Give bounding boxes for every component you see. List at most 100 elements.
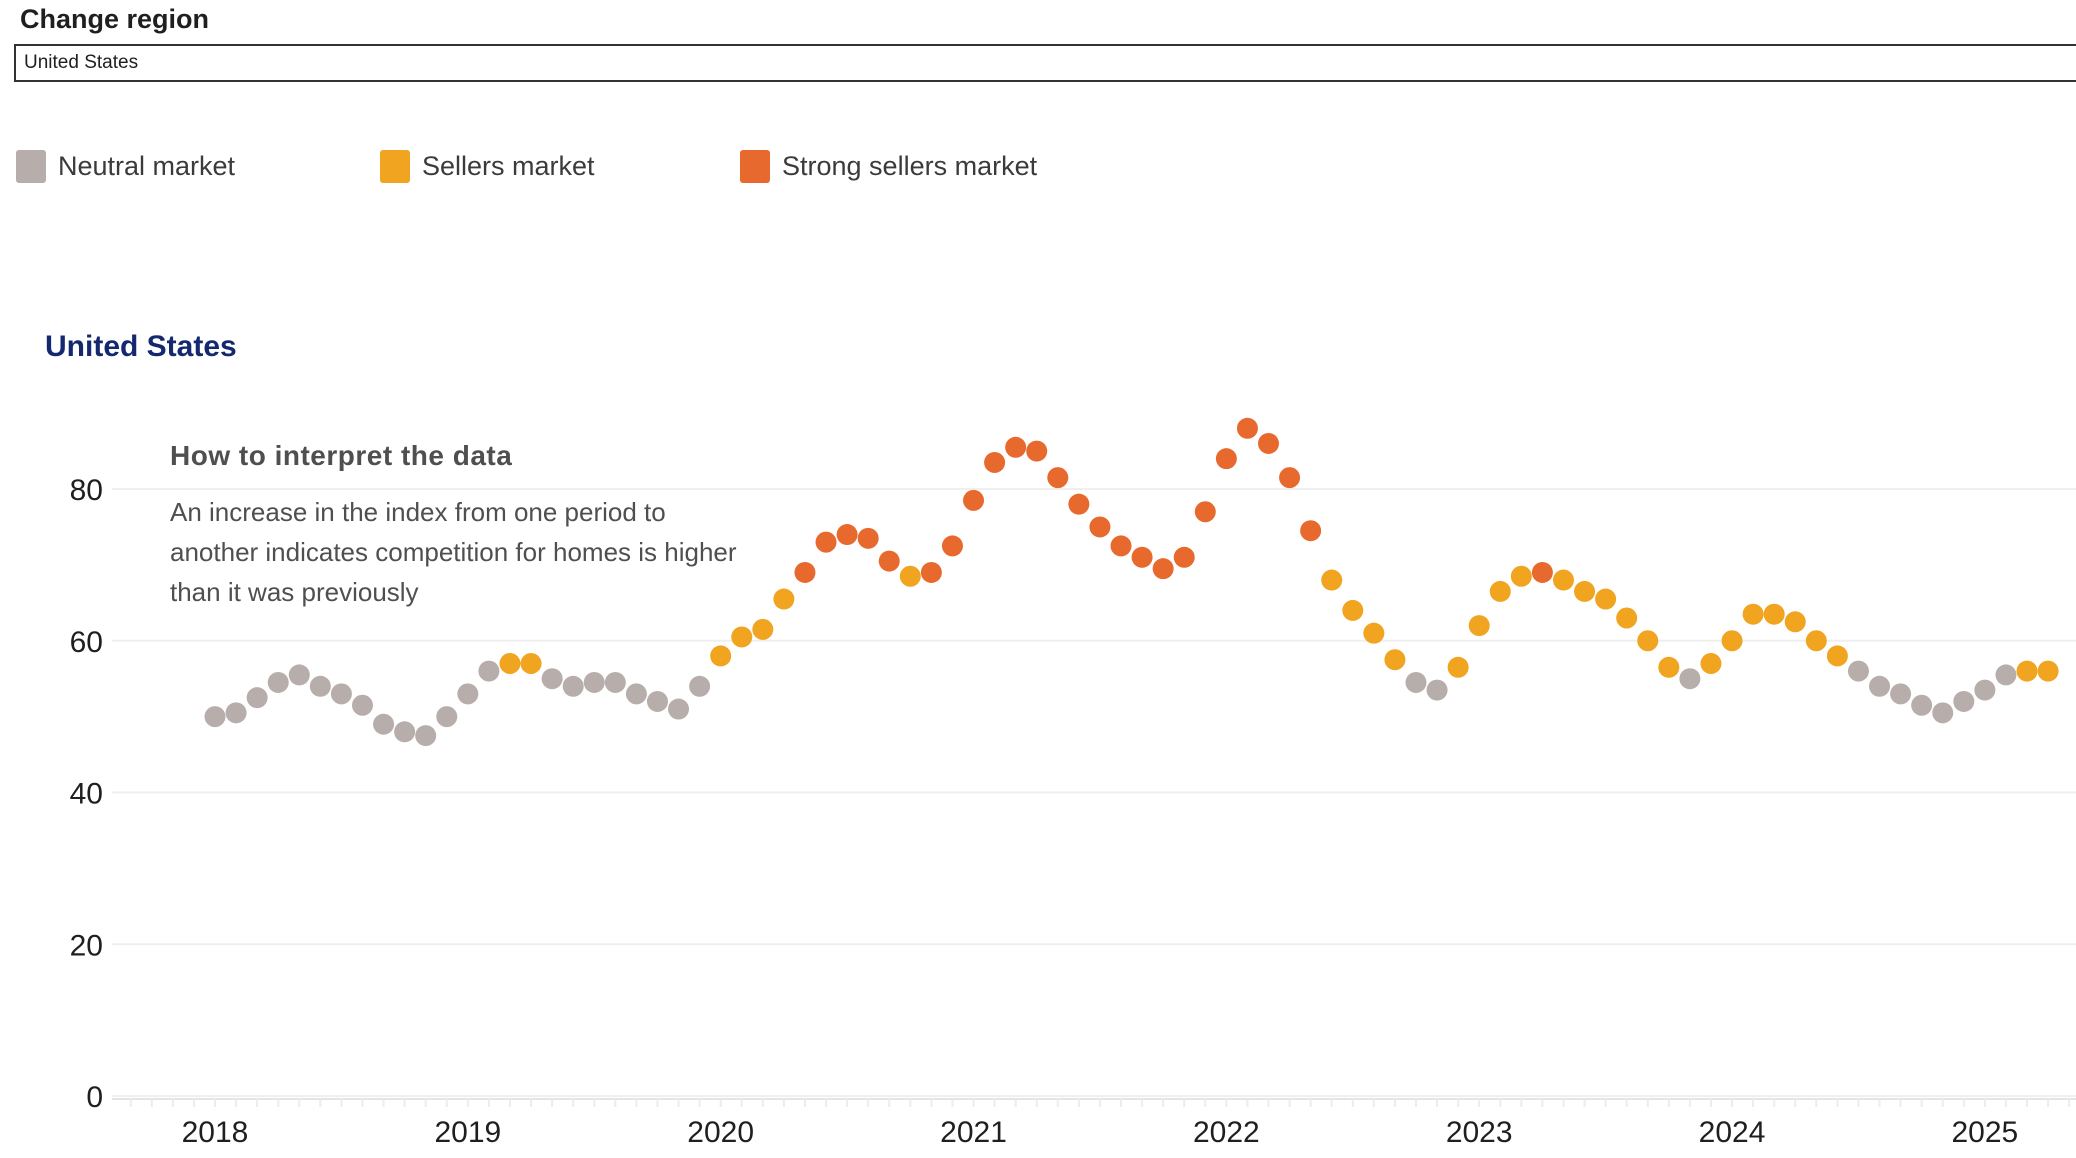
data-point [710,645,732,667]
data-point [541,668,563,690]
data-point [1321,569,1343,591]
data-point [1805,630,1827,652]
region-input[interactable] [14,44,2076,82]
data-point [984,451,1006,473]
data-point [1552,569,1574,591]
y-tick-label: 0 [86,1081,103,1114]
data-point [2016,660,2038,682]
legend-swatch [740,150,770,183]
data-point [225,702,247,724]
data-point [1215,448,1237,470]
y-tick-label: 60 [70,626,103,659]
legend-label: Strong sellers market [782,151,1038,181]
data-point [1068,493,1090,515]
data-point [1847,660,1869,682]
data-point [1047,467,1069,489]
data-point [731,626,753,648]
data-point [1932,702,1954,724]
data-point [330,683,352,705]
data-point [1531,561,1553,583]
data-point [1489,580,1511,602]
data-point [1763,603,1785,625]
data-point [1742,603,1764,625]
data-point [1152,558,1174,580]
data-point [1869,675,1891,697]
data-point [941,535,963,557]
data-point [1300,520,1322,542]
data-point [394,721,416,743]
data-point [878,550,900,572]
data-point [1026,440,1048,462]
data-point [204,706,226,728]
data-point [457,683,479,705]
data-point [1005,436,1027,458]
data-point [1890,683,1912,705]
data-point [1911,694,1933,716]
data-point [646,690,668,712]
data-point [415,725,437,747]
annotation-title: How to interpret the data [170,440,513,471]
data-point [1131,546,1153,568]
change-region-label: Change region [20,4,210,34]
data-point [1784,611,1806,633]
data-point [1236,417,1258,439]
data-point [752,618,774,640]
data-point [1384,649,1406,671]
data-point [920,561,942,583]
data-point [1342,599,1364,621]
data-point [288,664,310,686]
legend-item-sellers: Sellers market [380,150,595,183]
legend-item-neutral: Neutral market [16,150,235,183]
data-point [1637,630,1659,652]
data-point [246,687,268,709]
data-point [1658,656,1680,678]
data-point [963,489,985,511]
data-point [1616,607,1638,629]
data-point [1679,668,1701,690]
y-tick-label: 80 [70,474,103,507]
legend-swatch [16,150,46,183]
data-point [1468,615,1490,637]
data-point [309,675,331,697]
annotation: How to interpret the data An increase in… [170,440,870,612]
x-tick-label: 2022 [1193,1116,1260,1149]
data-point [625,683,647,705]
data-point [1974,679,1996,701]
data-point [1363,622,1385,644]
x-tick-label: 2024 [1699,1116,1766,1149]
x-tick-label: 2019 [434,1116,501,1149]
data-point [1089,516,1111,538]
annotation-text: An increase in the index from one period… [170,497,666,527]
data-point [520,653,542,675]
x-tick-label: 2021 [940,1116,1007,1149]
x-tick-label: 2018 [182,1116,249,1149]
annotation-text: another indicates competition for homes … [170,537,737,567]
legend-swatch [380,150,410,183]
y-tick-label: 20 [70,929,103,962]
legend: Neutral market Sellers market Strong sel… [0,150,2076,190]
data-point [1574,580,1596,602]
data-point [1595,588,1617,610]
data-point [373,713,395,735]
data-point [267,671,289,693]
data-point [436,706,458,728]
legend-item-strong-sellers: Strong sellers market [740,150,1037,183]
annotation-text: than it was previously [170,577,419,607]
data-point [1173,546,1195,568]
chart-title: United States [45,330,237,363]
data-point [1194,501,1216,523]
data-point [1510,565,1532,587]
legend-label: Neutral market [58,151,236,181]
data-point [478,660,500,682]
data-point [1426,679,1448,701]
data-point [1279,467,1301,489]
data-point [1110,535,1132,557]
data-point [351,694,373,716]
y-tick-label: 40 [70,778,103,811]
x-tick-label: 2025 [1952,1116,2019,1149]
data-point [689,675,711,697]
data-point [1700,653,1722,675]
data-point [499,653,521,675]
data-point [1995,664,2017,686]
data-point [1405,671,1427,693]
